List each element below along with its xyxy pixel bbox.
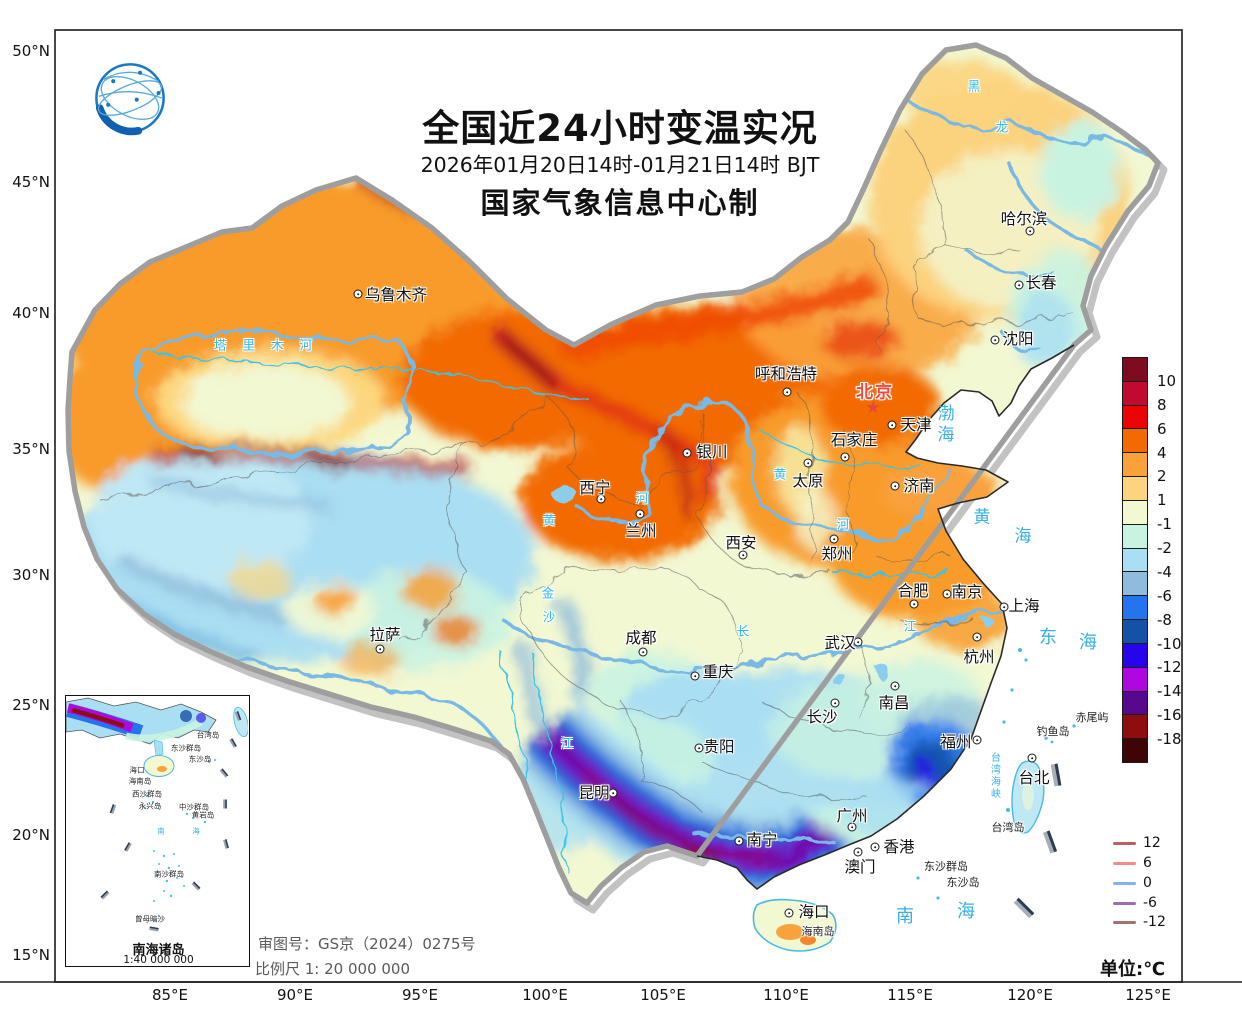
inset-label: 海 <box>192 826 200 836</box>
colorbar-cell <box>1123 358 1147 382</box>
colorbar-cell <box>1123 643 1147 668</box>
inset-label: 海南岛 <box>128 776 152 786</box>
inset-label: 中沙群岛 <box>179 802 209 812</box>
coastline <box>696 344 1075 890</box>
colorbar-cell <box>1123 691 1147 716</box>
colorbar-cell <box>1123 500 1147 525</box>
nmic-logo <box>88 56 172 140</box>
map-period: 2026年01月20日14时-01月21日14时 BJT <box>420 153 820 177</box>
inset-scale: 1:40 000 000 <box>123 954 194 966</box>
inset-label: 台湾岛 <box>196 730 220 740</box>
colorbar-cell <box>1123 453 1147 478</box>
map-title: 全国近24小时变温实况 <box>422 107 818 150</box>
colorbar-cell <box>1123 381 1147 406</box>
hainan-warm-patch <box>776 924 804 940</box>
lakes <box>549 484 994 683</box>
colorbar-cell <box>1123 524 1147 549</box>
colorbar-cell <box>1123 572 1147 597</box>
map-credit: 国家气象信息中心制 <box>480 186 760 220</box>
map-review-number: 审图号：GS京（2024）0275号 <box>258 935 476 953</box>
inset-map-graphics <box>66 697 248 932</box>
colorbar-cell <box>1123 739 1147 763</box>
boundary-dash-marks <box>1013 763 1062 919</box>
inset-label: 永兴岛 <box>138 801 162 811</box>
colorbar-cell <box>1123 620 1147 644</box>
minor-rivers <box>151 351 953 871</box>
inset-labels: 台湾岛 东沙群岛 东沙岛 海口 海南岛 西沙群岛 永兴岛 中沙群岛 黄岩岛 南 … <box>66 696 249 966</box>
inset-dash-marks <box>100 711 242 932</box>
temperature-colorbar <box>1122 357 1148 763</box>
inset-label: 曾母暗沙 <box>135 914 165 924</box>
unit-label: 单位:℃ <box>1100 959 1165 980</box>
globe-network-logo-icon <box>95 63 165 136</box>
map-scale: 比例尺 1: 20 000 000 <box>255 960 411 978</box>
inset-label: 东沙岛 <box>188 754 212 764</box>
inset-label: 西沙群岛 <box>132 789 162 799</box>
inset-label: 南 <box>157 826 165 836</box>
hainan-warm-spot <box>800 935 816 945</box>
inset-label: 东沙群岛 <box>171 743 201 753</box>
inset-label: 黄岩岛 <box>191 810 215 820</box>
colorbar-cell <box>1123 548 1147 573</box>
colorbar-cell <box>1123 405 1147 430</box>
taiwan-center <box>1022 782 1034 810</box>
colorbar-cell <box>1123 596 1147 621</box>
inset-title: 南海诸岛 <box>132 943 185 958</box>
south-china-sea-inset: 台湾岛 东沙群岛 东沙岛 海口 海南岛 西沙群岛 永兴岛 中沙群岛 黄岩岛 南 … <box>65 695 250 967</box>
coastal-islets <box>916 648 1076 900</box>
province-borders <box>99 129 1071 811</box>
country-border <box>65 42 1161 906</box>
inset-label: 南沙群岛 <box>154 869 184 879</box>
colorbar-cell <box>1123 667 1147 692</box>
colorbar-cell <box>1123 477 1147 501</box>
inset-label: 海口 <box>129 765 145 775</box>
colorbar-cell <box>1123 715 1147 740</box>
inset-island-dots <box>144 759 216 917</box>
colorbar-cell <box>1123 429 1147 454</box>
